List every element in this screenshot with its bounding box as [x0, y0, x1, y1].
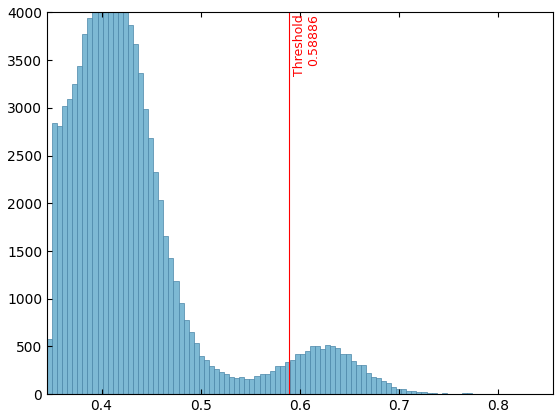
- Bar: [67, 99, 72, 394]
- Bar: [366, 373, 371, 394]
- Bar: [77, 66, 82, 394]
- Bar: [244, 379, 249, 394]
- Bar: [310, 346, 315, 394]
- Bar: [335, 348, 340, 394]
- Bar: [97, 0, 102, 394]
- Bar: [52, 123, 57, 394]
- Bar: [164, 236, 169, 394]
- Bar: [123, 0, 128, 394]
- Bar: [87, 18, 92, 394]
- Bar: [371, 377, 376, 394]
- Bar: [340, 354, 346, 394]
- Bar: [391, 387, 396, 394]
- Bar: [57, 126, 62, 394]
- Bar: [189, 332, 194, 394]
- Bar: [442, 393, 447, 394]
- Bar: [239, 377, 244, 394]
- Text: Threshold: Threshold: [293, 14, 306, 76]
- Bar: [401, 389, 406, 394]
- Bar: [179, 303, 184, 394]
- Bar: [72, 84, 77, 394]
- Bar: [381, 381, 386, 394]
- Bar: [174, 281, 179, 394]
- Bar: [427, 393, 432, 394]
- Bar: [194, 343, 199, 394]
- Bar: [361, 365, 366, 394]
- Bar: [133, 45, 138, 394]
- Bar: [169, 257, 174, 394]
- Bar: [406, 391, 412, 394]
- Bar: [300, 354, 305, 394]
- Bar: [422, 392, 427, 394]
- Bar: [259, 375, 264, 394]
- Bar: [224, 373, 229, 394]
- Bar: [280, 366, 285, 394]
- Bar: [234, 378, 239, 394]
- Bar: [386, 383, 391, 394]
- Bar: [199, 356, 204, 394]
- Bar: [229, 378, 234, 394]
- Bar: [47, 339, 52, 394]
- Text: 0.58886: 0.58886: [307, 14, 320, 66]
- Bar: [148, 138, 153, 394]
- Bar: [396, 389, 401, 394]
- Bar: [82, 34, 87, 394]
- Bar: [92, 11, 97, 394]
- Bar: [290, 360, 295, 394]
- Bar: [269, 371, 275, 394]
- Bar: [264, 374, 269, 394]
- Bar: [315, 346, 320, 394]
- Bar: [108, 0, 113, 394]
- Bar: [143, 109, 148, 394]
- Bar: [128, 25, 133, 394]
- Bar: [254, 376, 259, 394]
- Bar: [62, 105, 67, 394]
- Bar: [113, 0, 118, 394]
- Bar: [432, 393, 437, 394]
- Bar: [417, 392, 422, 394]
- Bar: [325, 345, 330, 394]
- Bar: [118, 0, 123, 394]
- Bar: [184, 320, 189, 394]
- Bar: [204, 360, 209, 394]
- Bar: [214, 369, 219, 394]
- Bar: [158, 200, 164, 394]
- Bar: [249, 379, 254, 394]
- Bar: [346, 354, 351, 394]
- Bar: [330, 346, 335, 394]
- Bar: [412, 391, 417, 394]
- Bar: [275, 366, 280, 394]
- Bar: [209, 366, 214, 394]
- Bar: [285, 362, 290, 394]
- Bar: [305, 352, 310, 394]
- Bar: [376, 378, 381, 394]
- Bar: [219, 372, 224, 394]
- Bar: [351, 361, 356, 394]
- Bar: [138, 73, 143, 394]
- Bar: [153, 173, 158, 394]
- Bar: [356, 365, 361, 394]
- Bar: [320, 349, 325, 394]
- Bar: [295, 354, 300, 394]
- Bar: [102, 0, 108, 394]
